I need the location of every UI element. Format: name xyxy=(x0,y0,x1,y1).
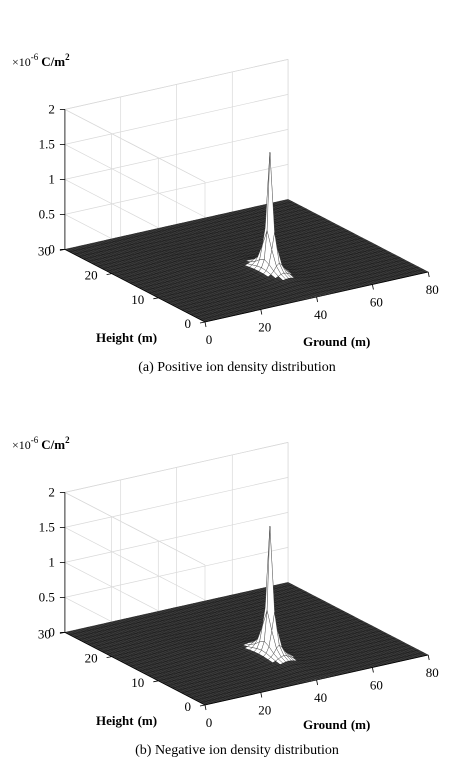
y-tick-mark xyxy=(153,297,159,300)
x-tick-mark xyxy=(204,704,207,711)
x-tick-label: 80 xyxy=(426,665,439,680)
x-tick-mark xyxy=(316,296,318,303)
z-tick-label: 2 xyxy=(48,101,55,116)
y-axis-unit: (m) xyxy=(138,330,158,345)
scale-unit-power: 2 xyxy=(65,52,70,62)
x-axis-unit: (m) xyxy=(351,334,371,349)
x-axis-label: Ground (m) xyxy=(303,334,370,349)
x-tick-label: 0 xyxy=(206,715,213,730)
y-tick-label: 30 xyxy=(38,626,51,641)
surface-mesh xyxy=(64,526,429,706)
z-scale-label: ×10-6 C/m2 xyxy=(12,52,70,69)
y-tick-mark xyxy=(106,273,112,275)
grid-line xyxy=(64,109,206,183)
z-tick-label: 0 xyxy=(48,241,55,256)
y-axis-label-text: Height xyxy=(96,330,134,345)
y-axis-unit: (m) xyxy=(138,713,158,728)
y-tick-label: 10 xyxy=(131,675,144,690)
x-tick-label: 20 xyxy=(258,320,271,335)
z-tick-label: 0 xyxy=(48,624,55,639)
z-tick-label: 0.5 xyxy=(39,206,55,221)
grid-line xyxy=(64,492,206,566)
x-axis-unit: (m) xyxy=(351,717,371,732)
x-tick-mark xyxy=(427,654,430,661)
grid-line xyxy=(64,442,289,493)
x-axis-label-text: Ground xyxy=(303,334,348,349)
x-tick-mark xyxy=(260,692,263,698)
z-tick-label: 2 xyxy=(48,484,55,499)
z-tick-label: 1 xyxy=(48,554,55,569)
grid-line xyxy=(64,94,289,145)
y-axis-line xyxy=(64,632,206,706)
chart-panel-positive: 0 20 40 60 80 0 10 20 30 0 0.5 1 1.5 2 Ground (m) Height… xyxy=(12,52,439,375)
x-axis-label: Ground (m) xyxy=(303,717,370,732)
scale-unit: C/m xyxy=(41,437,65,452)
z-tick-label: 1.5 xyxy=(39,136,55,151)
y-tick-label: 30 xyxy=(38,243,51,258)
grid-line xyxy=(64,164,289,215)
x-tick-label: 40 xyxy=(314,307,327,322)
grid-line xyxy=(64,477,289,528)
y-tick-mark xyxy=(106,656,112,658)
y-tick-label: 10 xyxy=(131,292,144,307)
x-tick-mark xyxy=(427,271,430,278)
scale-exponent: -6 xyxy=(31,52,39,62)
x-axis-label-text: Ground xyxy=(303,717,348,732)
x-tick-mark xyxy=(372,284,374,290)
grid-line xyxy=(64,512,289,563)
chart-caption: (b) Negative ion density distribution xyxy=(135,743,339,758)
scale-prefix: ×10 xyxy=(12,55,31,69)
x-tick-label: 60 xyxy=(370,295,383,310)
y-tick-mark xyxy=(153,680,159,683)
x-tick-label: 20 xyxy=(258,703,271,718)
x-tick-mark xyxy=(204,321,207,328)
scale-exponent: -6 xyxy=(31,435,39,445)
grid-line xyxy=(64,59,289,110)
y-tick-label: 0 xyxy=(185,316,192,331)
grid-line xyxy=(64,129,289,180)
z-scale-label: ×10-6 C/m2 xyxy=(12,435,70,452)
z-tick-label: 1.5 xyxy=(39,519,55,534)
x-tick-label: 0 xyxy=(206,332,213,347)
z-tick-label: 0.5 xyxy=(39,589,55,604)
grid-line xyxy=(64,144,206,218)
y-axis-label: Height (m) xyxy=(96,330,157,345)
y-tick-label: 0 xyxy=(185,699,192,714)
scale-prefix: ×10 xyxy=(12,438,31,452)
y-axis-label: Height (m) xyxy=(96,713,157,728)
y-tick-mark xyxy=(199,704,206,707)
grid-line xyxy=(64,547,289,598)
chart-panel-negative: 0 20 40 60 80 0 10 20 30 0 0.5 1 1.5 2 Ground (m) Height… xyxy=(0,383,474,766)
x-tick-label: 40 xyxy=(314,690,327,705)
x-tick-label: 60 xyxy=(370,678,383,693)
x-tick-mark xyxy=(260,309,263,315)
x-tick-mark xyxy=(316,679,318,686)
scale-unit-power: 2 xyxy=(65,435,70,445)
y-axis-label-text: Height xyxy=(96,713,134,728)
y-tick-label: 20 xyxy=(85,651,98,666)
x-tick-label: 80 xyxy=(426,282,439,297)
y-axis-line xyxy=(64,249,206,323)
y-tick-label: 20 xyxy=(85,268,98,283)
x-tick-mark xyxy=(372,667,374,673)
grid-line xyxy=(64,527,206,601)
scale-unit: C/m xyxy=(41,54,65,69)
surface-mesh xyxy=(64,152,429,323)
z-tick-label: 1 xyxy=(48,171,55,186)
y-tick-mark xyxy=(199,321,206,324)
chart-caption: (a) Positive ion density distribution xyxy=(138,360,336,375)
